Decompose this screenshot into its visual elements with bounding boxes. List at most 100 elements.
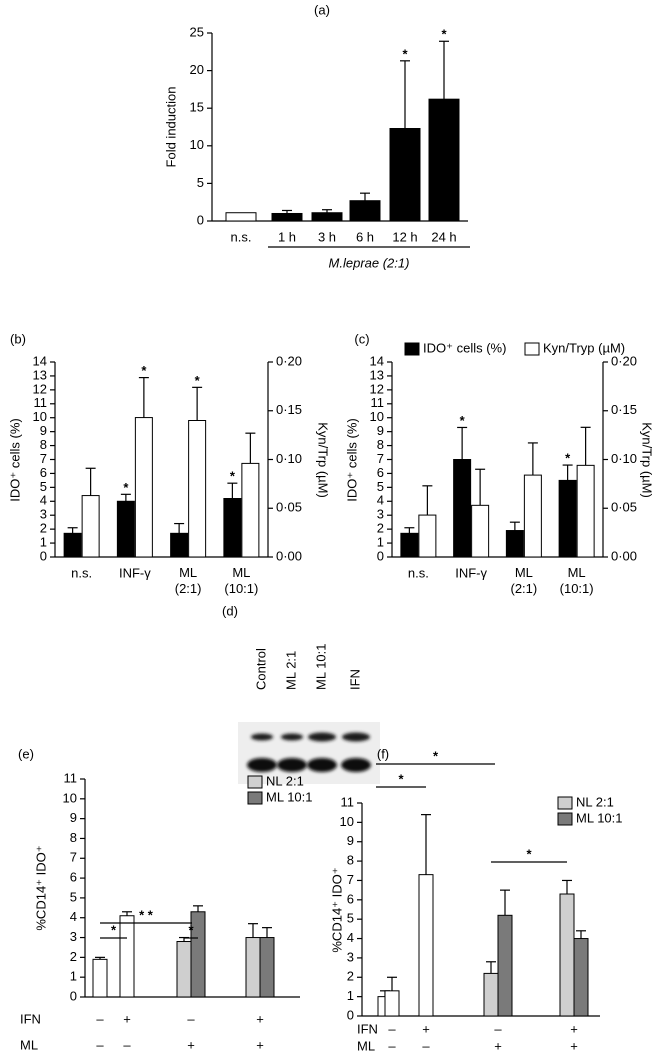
y2-tick-label: 0·10 xyxy=(276,451,302,466)
bar xyxy=(259,937,275,998)
y-tick-label: 6 xyxy=(347,891,354,906)
y-tick-label: 1 xyxy=(377,535,384,550)
bar xyxy=(505,530,524,558)
condition-sign: + xyxy=(187,1037,195,1052)
y-tick-label: 11 xyxy=(371,395,385,410)
lane-label: IFN xyxy=(347,669,362,690)
condition-sign: + xyxy=(570,1021,578,1036)
y2-tick-label: 0·05 xyxy=(611,500,637,515)
y-tick-label: 3 xyxy=(347,949,354,964)
error-bar xyxy=(248,923,258,938)
condition-sign: + xyxy=(494,1038,502,1053)
lane-label: ML 2:1 xyxy=(283,651,298,690)
panel-label: (f) xyxy=(377,746,389,761)
blot-band xyxy=(307,758,337,772)
group-label: M.leprae (2:1) xyxy=(329,255,410,270)
y-tick-label: 9 xyxy=(347,833,354,848)
bar xyxy=(188,420,207,558)
bar xyxy=(119,915,135,998)
bar xyxy=(471,504,490,558)
y-tick-label: 10 xyxy=(63,790,77,805)
blot-band xyxy=(251,733,273,741)
error-bar xyxy=(580,426,591,466)
x-tick-label: 12 h xyxy=(392,229,417,244)
error-bar xyxy=(227,482,238,499)
bar xyxy=(116,500,135,558)
error-bar xyxy=(527,442,538,476)
significance: * xyxy=(565,451,571,466)
significance: * xyxy=(402,46,408,61)
blot-membrane xyxy=(238,722,380,784)
y-tick-label: 2 xyxy=(40,521,47,536)
y2-tick-label: 0·05 xyxy=(276,500,302,515)
legend-label: NL 2:1 xyxy=(576,794,614,809)
bar xyxy=(483,972,499,1017)
y-tick-label: 5 xyxy=(347,911,354,926)
legend-swatch xyxy=(247,791,263,805)
error-bar xyxy=(400,60,410,129)
y2-tick-label: 0·10 xyxy=(611,451,637,466)
x-tick-label: 1 h xyxy=(278,229,296,244)
panel-label: (b) xyxy=(10,331,26,346)
error-bar xyxy=(67,527,78,534)
y-tick-label: 12 xyxy=(370,381,384,396)
y-tick-label: 6 xyxy=(377,465,384,480)
condition-label: IFN xyxy=(357,1021,378,1036)
y2-tick-label: 0·00 xyxy=(276,548,302,563)
error-bar xyxy=(262,927,272,938)
bar xyxy=(559,893,575,1017)
significance: * xyxy=(526,846,532,861)
y-tick-label: 2 xyxy=(347,969,354,984)
condition-sign: – xyxy=(96,1037,104,1052)
significance: * xyxy=(230,469,236,484)
bar xyxy=(558,479,577,558)
error-bar xyxy=(192,386,203,421)
condition-label: ML xyxy=(357,1038,375,1053)
condition-sign: + xyxy=(422,1021,430,1036)
error-bar xyxy=(387,976,397,991)
y-tick-label: 1 xyxy=(347,988,354,1003)
y-tick-label: 4 xyxy=(40,493,47,508)
blot-band xyxy=(247,758,277,772)
blot-band xyxy=(281,733,303,741)
condition-sign: – xyxy=(96,1011,104,1026)
legend-swatch xyxy=(247,775,263,789)
significance: * xyxy=(441,27,447,42)
error-bar xyxy=(174,522,185,534)
condition-sign: – xyxy=(123,1037,131,1052)
x-tick-label: ML (10:1) xyxy=(224,565,258,596)
y-tick-label: 13 xyxy=(370,367,384,382)
y-tick-label: 3 xyxy=(40,507,47,522)
y-tick-label: 5 xyxy=(377,479,384,494)
legend-swatch xyxy=(524,342,540,356)
x-tick-label: 3 h xyxy=(318,229,336,244)
legend-swatch xyxy=(404,342,420,356)
significance: * xyxy=(123,480,129,495)
blot-band xyxy=(341,758,371,772)
bar xyxy=(418,514,437,558)
error-bar xyxy=(322,209,332,213)
y-tick-label: 15 xyxy=(190,100,204,115)
y-tick-label: 5 xyxy=(197,175,204,190)
error-bar xyxy=(486,961,496,974)
blot-band xyxy=(277,758,307,772)
y-tick-label: 6 xyxy=(70,870,77,885)
bar xyxy=(349,200,381,222)
condition-sign: – xyxy=(422,1038,430,1053)
significance: * xyxy=(460,413,466,428)
error-bar xyxy=(282,209,292,214)
y-tick-label: 25 xyxy=(190,24,204,39)
y-tick-label: 11 xyxy=(64,770,78,785)
y-tick-label: 14 xyxy=(33,353,47,368)
bar xyxy=(523,474,542,558)
bar xyxy=(576,464,595,558)
error-bar xyxy=(475,468,486,506)
error-bar xyxy=(500,889,510,916)
y-axis-label: IDO⁺ cells (%) xyxy=(344,418,359,501)
bar xyxy=(245,937,261,998)
y-tick-label: 11 xyxy=(34,395,48,410)
y2-tick-label: 0·15 xyxy=(276,402,302,417)
x-tick-label: ML (2:1) xyxy=(175,565,202,596)
bar xyxy=(225,212,257,222)
